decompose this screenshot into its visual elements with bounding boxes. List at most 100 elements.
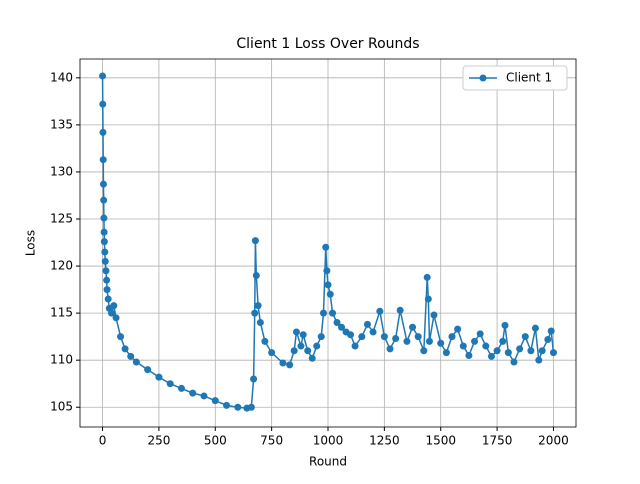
point [211,397,219,405]
point [376,307,384,315]
point [414,333,422,341]
point [549,349,557,357]
point [112,314,120,322]
point [99,180,107,188]
point [251,237,259,245]
point [234,403,242,411]
point [279,359,287,367]
point [363,320,371,328]
point [386,345,394,353]
y-tick-label: 135 [50,117,73,131]
point [299,331,307,339]
point [308,354,316,362]
point [380,333,388,341]
point [250,375,258,383]
point [252,271,260,279]
point [326,290,334,298]
point [544,335,552,343]
point [251,309,259,317]
point [333,319,341,327]
y-axis-label: Loss [24,230,38,256]
point [493,347,501,355]
x-tick-label: 2000 [538,434,569,448]
point [538,347,546,355]
point [100,238,108,246]
point [324,281,332,289]
point [99,156,107,164]
point [437,339,445,347]
point [155,373,163,381]
point [347,331,355,339]
point [261,337,269,345]
point [358,333,366,341]
point [99,72,107,80]
legend-marker [479,74,487,82]
point [99,128,107,136]
point [487,352,495,360]
point [108,309,116,317]
point [425,337,433,345]
x-tick-label: 1750 [482,434,513,448]
point [292,328,300,336]
point [297,342,305,350]
point [254,302,262,310]
point [121,345,129,353]
point [110,302,118,310]
point [304,347,312,355]
y-tick-label: 140 [50,70,73,84]
y-tick-label: 120 [50,259,73,273]
point [100,228,108,236]
x-tick-label: 500 [204,434,227,448]
x-tick-label: 250 [147,434,170,448]
point [104,295,112,303]
point [396,306,404,314]
y-tick-label: 125 [50,212,73,226]
point [144,366,152,374]
point [286,361,294,369]
point [247,403,255,411]
y-tick-label: 110 [50,353,73,367]
point [430,311,438,319]
point [132,358,140,366]
chart-title: Client 1 Loss Over Rounds [236,36,419,52]
x-tick-label: 1250 [369,434,400,448]
point [329,309,337,317]
point [424,295,432,303]
point [256,319,264,327]
x-tick-label: 1000 [313,434,344,448]
y-tick-label: 105 [50,400,73,414]
y-tick-label: 130 [50,164,73,178]
point [499,337,507,345]
point [223,401,231,409]
point [521,333,529,341]
point [351,342,359,350]
point [527,347,535,355]
legend-label: Client 1 [506,71,552,85]
point [200,392,208,400]
point [99,100,107,108]
point [369,328,377,336]
point [103,286,111,294]
point [100,196,108,204]
x-tick-label: 0 [99,434,107,448]
point [102,267,110,275]
x-axis-label: Round [309,455,347,469]
point [127,352,135,360]
point [392,335,400,343]
point [101,248,109,256]
point [338,323,346,331]
x-tick-label: 750 [260,434,283,448]
point [317,333,325,341]
point [268,349,276,357]
point [442,349,450,357]
point [516,345,524,353]
point [535,356,543,364]
point [100,214,108,222]
point [322,243,330,251]
point [448,333,456,341]
point [177,384,185,392]
point [420,347,428,355]
y-tick-label: 115 [50,306,73,320]
point [323,267,331,275]
